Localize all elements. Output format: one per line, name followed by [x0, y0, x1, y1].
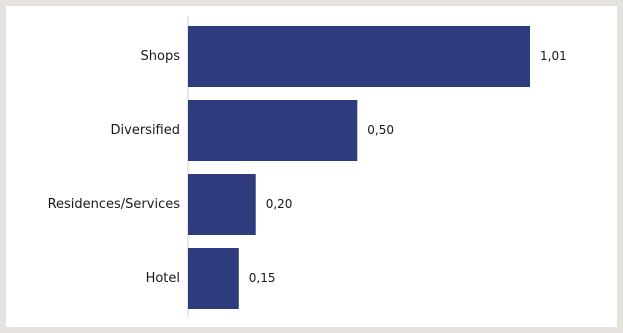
value-label: 1,01	[540, 49, 567, 63]
chart-panel: Shops 1,01 Diversified 0,50 Residences/Servi…	[6, 6, 617, 327]
bars-layer	[188, 26, 530, 309]
value-label: 0,50	[367, 123, 394, 137]
bar-diversified	[188, 100, 358, 161]
value-label: 0,15	[249, 271, 276, 285]
category-label: Shops	[141, 49, 181, 64]
bar-hotel	[188, 248, 239, 309]
category-label: Hotel	[146, 271, 180, 286]
bar-residences-services	[188, 174, 256, 235]
value-label: 0,20	[266, 197, 293, 211]
bar-shops	[188, 26, 530, 87]
category-label: Diversified	[111, 123, 180, 138]
labels-layer: Shops 1,01 Diversified 0,50 Residences/Servi…	[48, 49, 567, 286]
category-label: Residences/Services	[48, 197, 181, 212]
bar-chart: Shops 1,01 Diversified 0,50 Residences/Servi…	[48, 16, 567, 317]
